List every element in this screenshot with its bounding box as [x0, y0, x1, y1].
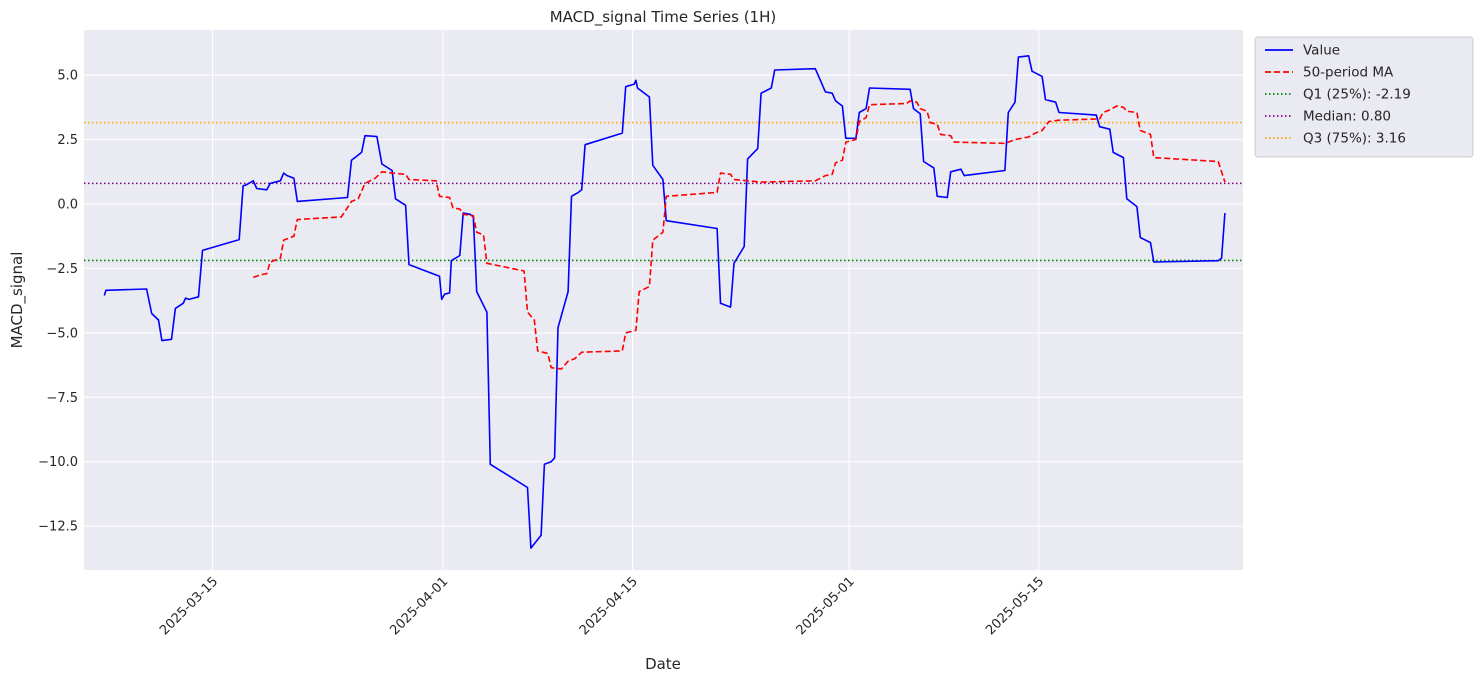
series-line	[103, 55, 1226, 549]
y-tick-label: −5.0	[46, 326, 78, 341]
y-tick-label: −10.0	[38, 455, 78, 470]
legend-box	[1254, 36, 1474, 158]
x-tick-labels: 2025-03-15 2025-04-01 2025-04-15 2025-05-01…	[157, 574, 1047, 638]
legend-label: Median: 0.80	[1303, 109, 1391, 125]
plot-background	[84, 30, 1243, 570]
legend-label: Q1 (25%): -2.19	[1303, 87, 1411, 103]
chart-title: MACD_signal Time Series (1H)	[550, 8, 777, 27]
x-axis-title: Date	[645, 655, 681, 673]
y-tick-label: 5.0	[57, 69, 78, 84]
reference-lines	[84, 121, 1243, 262]
x-tick-label: 2025-03-15	[157, 574, 221, 638]
y-tick-label: 0.0	[57, 197, 78, 212]
y-tick-labels: 5.0 2.5 0.0 −2.5 −5.0 −7.5 −10.0 −12.5	[38, 69, 78, 535]
y-tick-label: −7.5	[46, 391, 78, 406]
legend: Value 50-period MA Q1 (25%): -2.19 Median: …	[1254, 36, 1474, 158]
y-tick-label: −12.5	[38, 520, 78, 535]
grid	[84, 30, 1243, 570]
legend-label: Q3 (75%): 3.16	[1303, 131, 1406, 147]
series-line	[253, 100, 1226, 370]
x-tick-label: 2025-05-15	[983, 574, 1047, 638]
legend-label: Value	[1303, 43, 1340, 59]
y-tick-label: −2.5	[46, 262, 78, 277]
x-tick-label: 2025-04-15	[577, 574, 641, 638]
x-tick-label: 2025-04-01	[387, 574, 451, 638]
y-tick-label: 2.5	[57, 133, 78, 148]
legend-label: 50-period MA	[1303, 65, 1394, 81]
series-lines	[103, 55, 1226, 549]
y-axis-title: MACD_signal	[8, 252, 27, 349]
x-tick-label: 2025-05-01	[794, 574, 858, 638]
